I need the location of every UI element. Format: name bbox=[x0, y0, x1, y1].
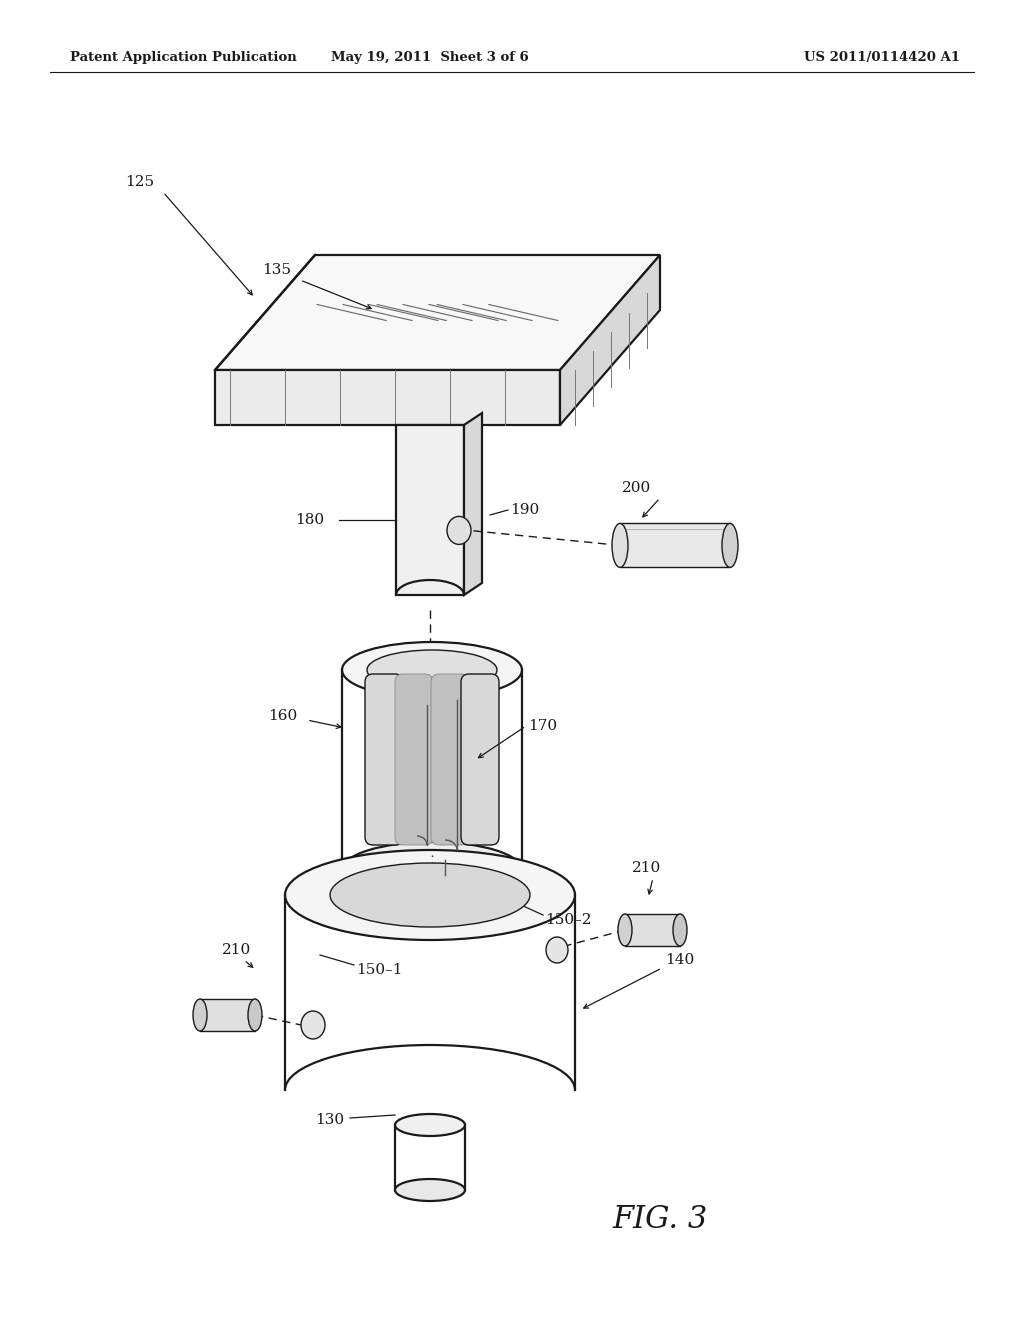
Ellipse shape bbox=[301, 1011, 325, 1039]
Text: 150–1: 150–1 bbox=[356, 964, 402, 977]
Text: 135: 135 bbox=[262, 263, 291, 277]
Ellipse shape bbox=[248, 999, 262, 1031]
Ellipse shape bbox=[193, 999, 207, 1031]
Text: Patent Application Publication: Patent Application Publication bbox=[70, 51, 297, 65]
FancyBboxPatch shape bbox=[431, 675, 469, 845]
Text: May 19, 2011  Sheet 3 of 6: May 19, 2011 Sheet 3 of 6 bbox=[331, 51, 528, 65]
Ellipse shape bbox=[395, 1114, 465, 1137]
Polygon shape bbox=[560, 255, 660, 425]
Ellipse shape bbox=[546, 937, 568, 964]
Polygon shape bbox=[215, 255, 660, 370]
FancyBboxPatch shape bbox=[395, 675, 433, 845]
Ellipse shape bbox=[612, 524, 628, 568]
Text: FIG. 3: FIG. 3 bbox=[612, 1204, 708, 1236]
Text: US 2011/0114420 A1: US 2011/0114420 A1 bbox=[804, 51, 961, 65]
Ellipse shape bbox=[285, 850, 575, 940]
Polygon shape bbox=[200, 999, 255, 1031]
Ellipse shape bbox=[342, 842, 522, 898]
Text: 150–2: 150–2 bbox=[545, 913, 592, 927]
Text: 200: 200 bbox=[622, 480, 651, 495]
Text: 210: 210 bbox=[222, 942, 251, 957]
Ellipse shape bbox=[330, 863, 530, 927]
Ellipse shape bbox=[395, 1179, 465, 1201]
Ellipse shape bbox=[342, 642, 522, 698]
FancyBboxPatch shape bbox=[461, 675, 499, 845]
Text: 160: 160 bbox=[268, 709, 297, 723]
Text: 180: 180 bbox=[295, 513, 325, 527]
FancyBboxPatch shape bbox=[365, 675, 403, 845]
Polygon shape bbox=[620, 524, 730, 568]
Text: 210: 210 bbox=[632, 861, 662, 875]
Polygon shape bbox=[625, 913, 680, 946]
Text: 130: 130 bbox=[315, 1113, 344, 1127]
Ellipse shape bbox=[367, 649, 497, 690]
Text: 190: 190 bbox=[510, 503, 540, 517]
Polygon shape bbox=[215, 370, 560, 425]
Text: 140: 140 bbox=[665, 953, 694, 968]
Polygon shape bbox=[464, 413, 482, 595]
Ellipse shape bbox=[447, 516, 471, 544]
Ellipse shape bbox=[618, 913, 632, 946]
Ellipse shape bbox=[673, 913, 687, 946]
Polygon shape bbox=[396, 425, 464, 595]
Text: 170: 170 bbox=[528, 719, 557, 733]
Text: 125: 125 bbox=[125, 176, 155, 189]
Ellipse shape bbox=[722, 524, 738, 568]
